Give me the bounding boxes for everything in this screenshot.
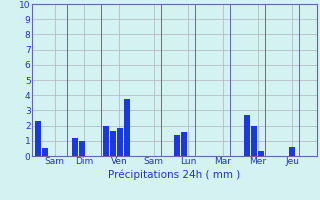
Bar (251, 126, 257, 156)
Bar (42, 148, 48, 156)
X-axis label: Précipitations 24h ( mm ): Précipitations 24h ( mm ) (108, 169, 241, 180)
Bar (289, 147, 295, 156)
Bar (110, 131, 116, 156)
Bar (117, 128, 123, 156)
Bar (174, 135, 180, 156)
Bar (124, 99, 130, 156)
Bar (181, 132, 187, 156)
Bar (72, 138, 78, 156)
Bar (244, 115, 250, 156)
Bar (79, 141, 85, 156)
Bar (36, 121, 41, 156)
Bar (258, 151, 264, 156)
Bar (103, 126, 109, 156)
